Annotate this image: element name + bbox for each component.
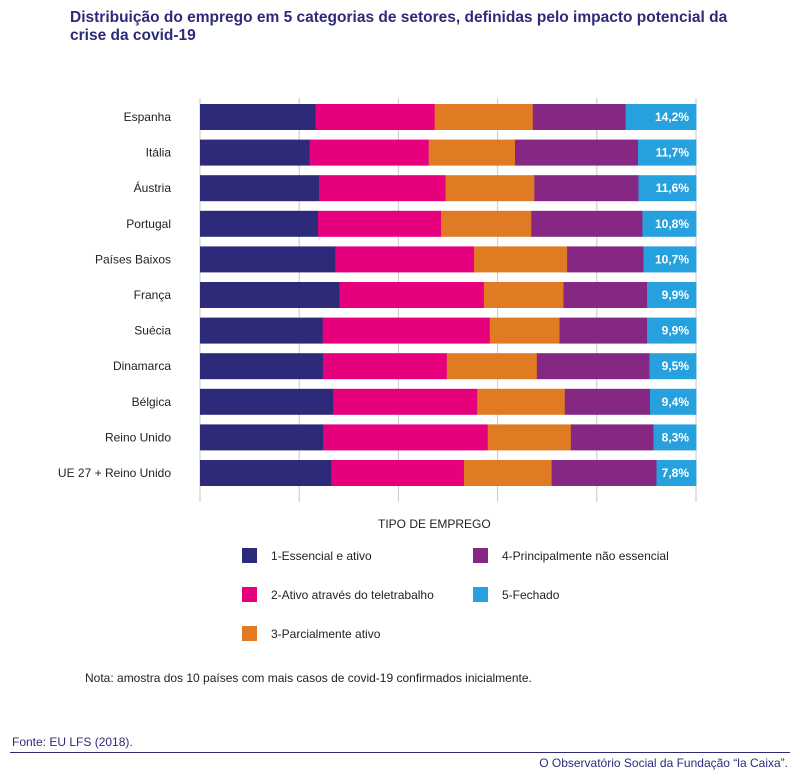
bar-segment <box>428 139 516 166</box>
bar-segment <box>647 317 697 344</box>
category-label: França <box>134 288 172 302</box>
bar-segment <box>200 353 324 380</box>
bar-segment <box>637 139 697 166</box>
bar-segment <box>200 282 340 308</box>
category-label: Portugal <box>126 217 171 231</box>
credit-text: O Observatório Social da Fundação “la Ca… <box>539 756 788 770</box>
legend-swatch <box>242 626 257 642</box>
bar-segment <box>335 246 475 273</box>
bar-segment <box>642 210 697 237</box>
bar-segment <box>322 353 448 380</box>
bar-segment <box>656 460 697 486</box>
legend-item-fechado: 5-Fechado <box>473 586 559 603</box>
bar-segment <box>649 353 697 380</box>
category-label: Reino Unido <box>105 430 171 444</box>
bar-segment <box>564 388 651 415</box>
data-label: 11,7% <box>656 146 690 160</box>
category-label: Bélgica <box>132 395 172 409</box>
data-label: 10,7% <box>655 252 689 266</box>
legend-item-teletrabalho: 2-Ativo através do teletrabalho <box>242 586 434 603</box>
bar-segment <box>200 104 316 130</box>
bar-segment <box>477 388 566 415</box>
bar-segment <box>309 139 430 166</box>
data-label: 8,3% <box>662 430 690 444</box>
category-label: Dinamarca <box>113 359 171 373</box>
bar-segment <box>625 104 697 130</box>
legend-item-essencial: 1-Essencial e ativo <box>242 547 372 564</box>
data-label: 9,4% <box>662 395 690 409</box>
bar-segment <box>570 424 654 451</box>
stacked-bar-chart: 14,2% Espanha 11,7% Itália 11,6% Áustria 10,8%… <box>58 98 697 502</box>
bar-segment <box>200 424 324 451</box>
bar-segment <box>200 317 324 344</box>
bar-segment <box>463 460 553 486</box>
bar-segment <box>647 282 697 308</box>
bar-segment <box>483 282 564 308</box>
source-text: Fonte: EU LFS (2018). <box>12 735 133 749</box>
bar-segment <box>315 104 436 130</box>
bar-segment <box>653 424 697 451</box>
data-label: 10,8% <box>655 217 689 231</box>
bar-segment <box>200 388 334 415</box>
bar-segment <box>323 424 489 451</box>
legend-swatch <box>473 548 488 564</box>
bar-segment <box>563 282 648 308</box>
category-label: Áustria <box>134 180 172 195</box>
bar-segment <box>487 424 572 451</box>
bar-segment <box>514 139 639 166</box>
bar-segment <box>531 210 643 237</box>
legend-swatch <box>242 548 257 564</box>
bar-segment <box>322 317 491 344</box>
data-label: 7,8% <box>662 466 690 480</box>
bar-segment <box>638 175 697 202</box>
bar-segment <box>200 460 332 486</box>
chart-title: Distribuição do emprego em 5 categorias … <box>70 9 728 44</box>
chart-note: Nota: amostra dos 10 países com mais cas… <box>85 671 532 685</box>
category-label: Suécia <box>134 324 171 338</box>
bar-segment <box>200 175 320 202</box>
bar-segment <box>339 282 485 308</box>
bar-segment <box>536 353 650 380</box>
bar-segment <box>649 388 697 415</box>
bar-segment <box>319 175 446 202</box>
legend-item-parcialmente-ativo: 3-Parcialmente ativo <box>242 625 380 642</box>
bar-segment <box>200 246 336 273</box>
data-label: 9,9% <box>662 288 690 302</box>
bar-segment <box>331 460 465 486</box>
bar-segment <box>333 388 478 415</box>
bar-segment <box>200 210 319 237</box>
bar-segment <box>318 210 442 237</box>
data-label: 11,6% <box>656 181 690 195</box>
legend-title: TIPO DE EMPREGO <box>378 517 491 531</box>
bar-segment <box>489 317 560 344</box>
bar-segment <box>445 175 535 202</box>
legend-item-nao-essencial: 4-Principalmente não essencial <box>473 547 669 564</box>
bar-segment <box>643 246 697 273</box>
legend-swatch <box>473 587 488 603</box>
bar-segment <box>434 104 534 130</box>
category-label: Espanha <box>124 110 172 124</box>
bar-segment <box>534 175 639 202</box>
category-label: UE 27 + Reino Unido <box>58 466 171 480</box>
bar-segment <box>559 317 648 344</box>
category-label: Países Baixos <box>95 252 171 266</box>
data-label: 14,2% <box>655 110 689 124</box>
bar-segment <box>200 139 311 166</box>
bar-segment <box>446 353 538 380</box>
bar-segment <box>474 246 568 273</box>
bar-segment <box>551 460 657 486</box>
category-label: Itália <box>146 146 172 160</box>
bar-segment <box>532 104 626 130</box>
data-label: 9,5% <box>662 359 690 373</box>
bar-segment <box>441 210 532 237</box>
footer-divider <box>10 752 790 753</box>
data-label: 9,9% <box>662 324 690 338</box>
bar-segment <box>567 246 644 273</box>
legend-swatch <box>242 587 257 603</box>
